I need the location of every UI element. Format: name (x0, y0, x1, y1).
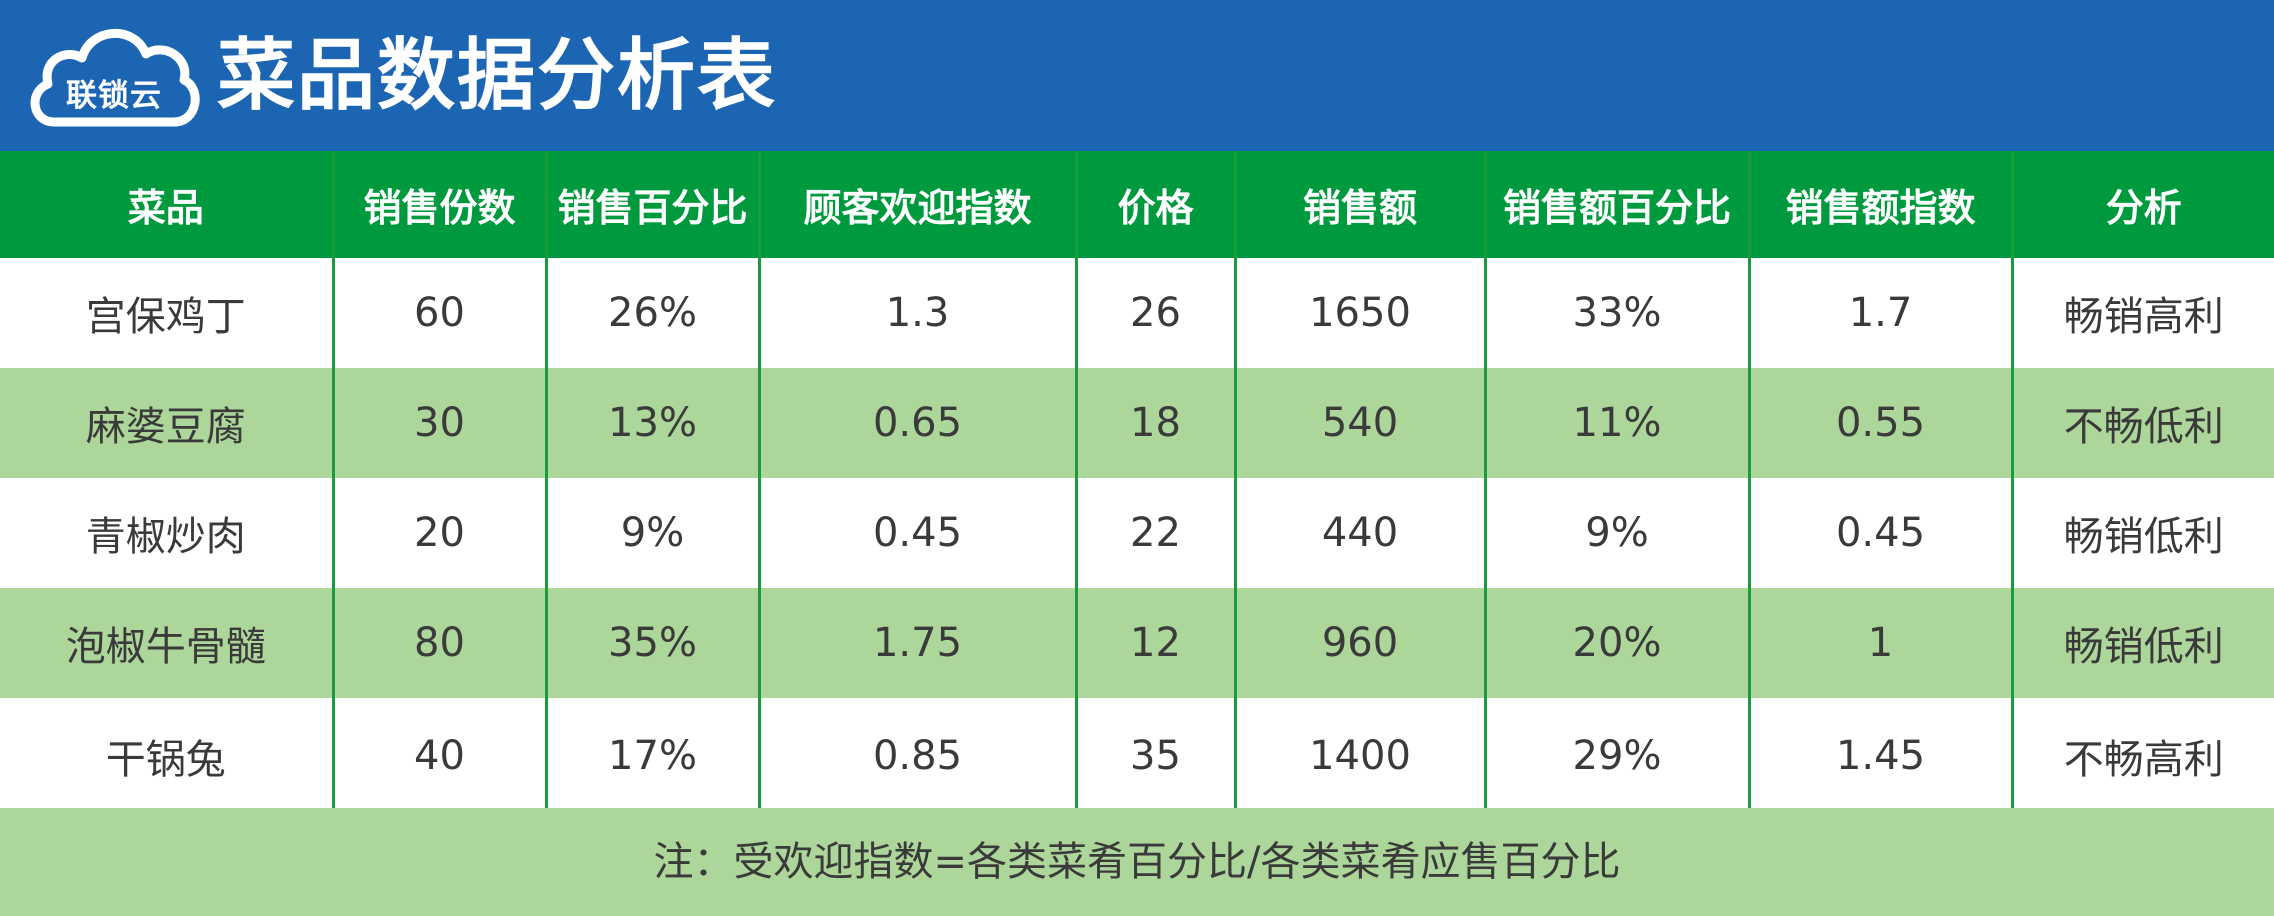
cell-portions-sold: 80 (331, 588, 546, 698)
cell-analysis: 畅销低利 (2010, 588, 2274, 698)
cell-sales-percent: 26% (544, 258, 759, 368)
cell-revenue: 440 (1233, 478, 1485, 588)
logo-text: 联锁云 (66, 78, 162, 114)
cell-revenue-index: 1.45 (1747, 698, 2012, 813)
cell-dish: 麻婆豆腐 (0, 368, 333, 478)
table-row: 麻婆豆腐 30 13% 0.65 18 540 11% 0.55 不畅低利 (0, 368, 2274, 478)
cell-price: 18 (1074, 368, 1235, 478)
cloud-logo-icon (30, 28, 200, 127)
column-header-portions-sold: 销售份数 (331, 151, 546, 258)
cell-portions-sold: 20 (331, 478, 546, 588)
cell-revenue: 1650 (1233, 258, 1485, 368)
cell-dish: 青椒炒肉 (0, 478, 333, 588)
cell-portions-sold: 40 (331, 698, 546, 813)
column-header-sales-percent: 销售百分比 (544, 151, 759, 258)
cell-revenue: 540 (1233, 368, 1485, 478)
cell-revenue-percent: 11% (1483, 368, 1749, 478)
cell-popularity-index: 1.3 (757, 258, 1076, 368)
cell-sales-percent: 9% (544, 478, 759, 588)
cell-dish: 干锅兔 (0, 698, 333, 813)
cell-dish: 宫保鸡丁 (0, 258, 333, 368)
cell-price: 26 (1074, 258, 1235, 368)
cell-popularity-index: 0.85 (757, 698, 1076, 813)
cell-revenue-index: 1.7 (1747, 258, 2012, 368)
cell-price: 12 (1074, 588, 1235, 698)
cell-sales-percent: 35% (544, 588, 759, 698)
cell-analysis: 不畅低利 (2010, 368, 2274, 478)
cell-portions-sold: 60 (331, 258, 546, 368)
cell-revenue-index: 0.45 (1747, 478, 2012, 588)
table-row: 泡椒牛骨髓 80 35% 1.75 12 960 20% 1 畅销低利 (0, 588, 2274, 698)
cell-dish: 泡椒牛骨髓 (0, 588, 333, 698)
table-row: 青椒炒肉 20 9% 0.45 22 440 9% 0.45 畅销低利 (0, 478, 2274, 588)
cell-revenue-index: 1 (1747, 588, 2012, 698)
column-header-analysis: 分析 (2010, 151, 2274, 258)
cell-revenue-percent: 33% (1483, 258, 1749, 368)
cell-price: 35 (1074, 698, 1235, 813)
cell-revenue: 960 (1233, 588, 1485, 698)
page-header: 联锁云 菜品数据分析表 (0, 0, 2274, 151)
dish-data-table: 菜品 销售份数 销售百分比 顾客欢迎指数 价格 销售额 销售额百分比 销售额指数… (0, 151, 2274, 813)
table-row: 宫保鸡丁 60 26% 1.3 26 1650 33% 1.7 畅销高利 (0, 258, 2274, 368)
cell-popularity-index: 0.45 (757, 478, 1076, 588)
cell-revenue-percent: 20% (1483, 588, 1749, 698)
cell-revenue-percent: 29% (1483, 698, 1749, 813)
column-header-dish: 菜品 (0, 151, 333, 258)
cell-sales-percent: 17% (544, 698, 759, 813)
cell-sales-percent: 13% (544, 368, 759, 478)
column-header-revenue: 销售额 (1233, 151, 1485, 258)
cell-revenue-percent: 9% (1483, 478, 1749, 588)
table-footnote: 注：受欢迎指数=各类菜肴百分比/各类菜肴应售百分比 (0, 808, 2274, 916)
column-header-popularity-index: 顾客欢迎指数 (757, 151, 1076, 258)
cell-analysis: 不畅高利 (2010, 698, 2274, 813)
cell-revenue-index: 0.55 (1747, 368, 2012, 478)
cell-popularity-index: 0.65 (757, 368, 1076, 478)
page-title: 菜品数据分析表 (217, 31, 778, 121)
cell-revenue: 1400 (1233, 698, 1485, 813)
cell-portions-sold: 30 (331, 368, 546, 478)
cell-analysis: 畅销高利 (2010, 258, 2274, 368)
table-header-row: 菜品 销售份数 销售百分比 顾客欢迎指数 价格 销售额 销售额百分比 销售额指数… (0, 151, 2274, 258)
cell-analysis: 畅销低利 (2010, 478, 2274, 588)
column-header-revenue-percent: 销售额百分比 (1483, 151, 1749, 258)
table-row: 干锅兔 40 17% 0.85 35 1400 29% 1.45 不畅高利 (0, 698, 2274, 813)
column-header-revenue-index: 销售额指数 (1747, 151, 2012, 258)
cell-popularity-index: 1.75 (757, 588, 1076, 698)
cell-price: 22 (1074, 478, 1235, 588)
column-header-price: 价格 (1074, 151, 1235, 258)
